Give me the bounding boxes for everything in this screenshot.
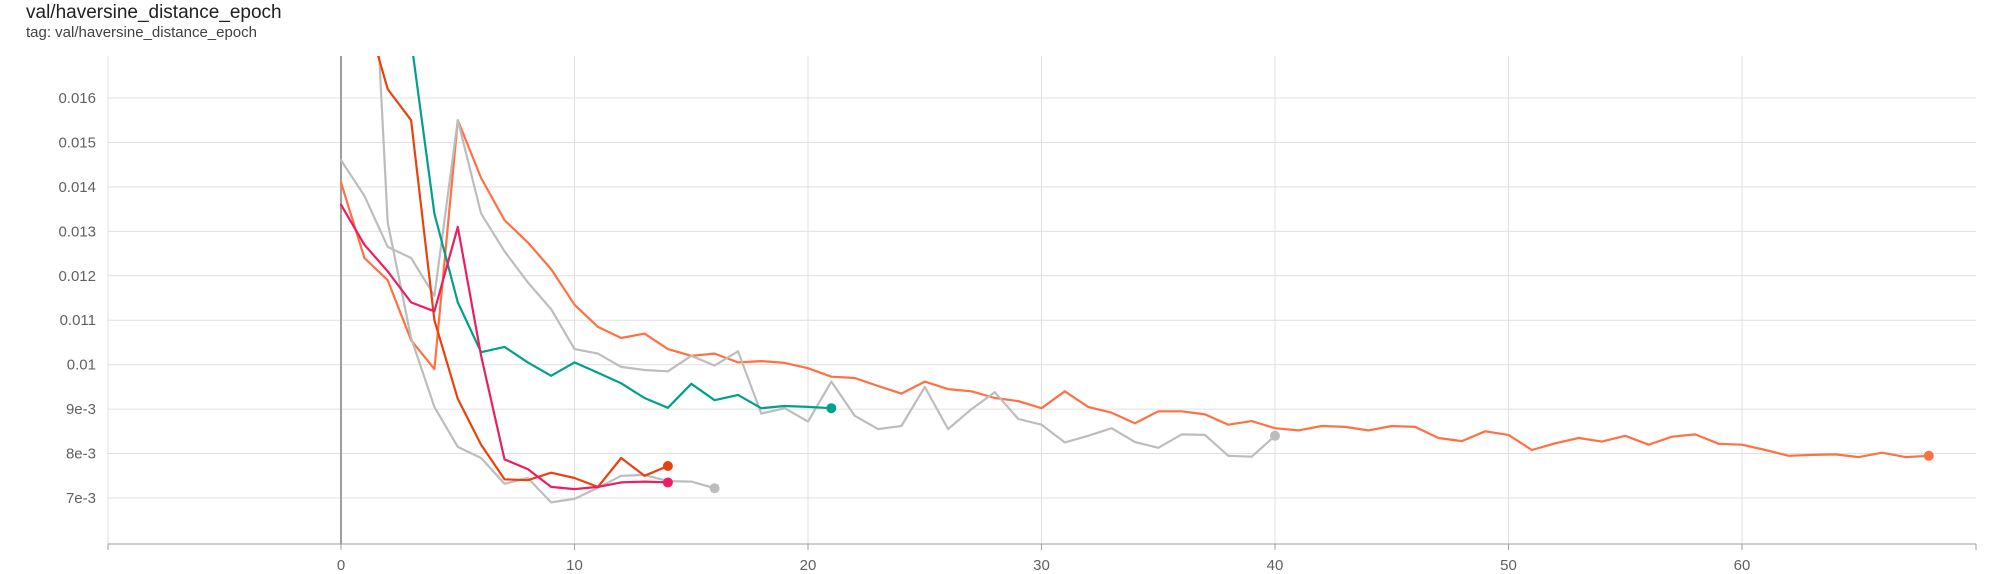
y-tick-label: 9e-3 — [66, 401, 96, 418]
series-1[interactable] — [339, 119, 1280, 458]
x-tick-label: 0 — [337, 557, 345, 574]
y-tick-label: 0.015 — [58, 134, 96, 151]
chart-grid — [107, 56, 1976, 544]
series-line-4[interactable] — [374, 40, 670, 488]
chart-title: val/haversine_distance_epoch — [26, 2, 282, 23]
x-tick-label: 20 — [800, 557, 817, 574]
x-tick-label: 10 — [566, 557, 583, 574]
series-3[interactable] — [378, 40, 720, 504]
series-end-point-0[interactable] — [1923, 450, 1934, 461]
series-4[interactable] — [374, 40, 673, 488]
x-tick-label: 30 — [1033, 557, 1050, 574]
x-tick-label: 50 — [1500, 557, 1517, 574]
series-end-point-5[interactable] — [662, 477, 673, 488]
x-tick-label: 40 — [1267, 557, 1284, 574]
y-tick-label: 0.012 — [58, 268, 96, 285]
y-tick-label: 0.01 — [67, 357, 96, 374]
series-line-3[interactable] — [378, 40, 716, 504]
series-0[interactable] — [339, 119, 1934, 461]
series-end-point-2[interactable] — [826, 403, 837, 414]
series-5[interactable] — [339, 203, 673, 491]
series-2[interactable] — [411, 40, 837, 414]
series-line-0[interactable] — [339, 119, 1930, 459]
chart-card-header: val/haversine_distance_epoch tag: val/ha… — [26, 2, 282, 42]
chart-series[interactable] — [339, 40, 1934, 504]
series-line-1[interactable] — [339, 119, 1277, 458]
y-tick-label: 0.014 — [58, 179, 96, 196]
y-tick-label: 7e-3 — [66, 490, 96, 507]
series-end-point-1[interactable] — [1270, 430, 1280, 441]
chart-tag: tag: val/haversine_distance_epoch — [26, 24, 257, 41]
series-line-2[interactable] — [411, 40, 833, 410]
y-tick-label: 0.013 — [58, 223, 96, 240]
y-tick-label: 0.011 — [60, 312, 96, 329]
y-tick-label: 0.016 — [58, 90, 96, 107]
series-end-point-4[interactable] — [662, 461, 673, 471]
series-end-point-3[interactable] — [709, 483, 720, 494]
x-tick-label: 60 — [1734, 557, 1751, 574]
chart-axes: 7e-3 8e-3 9e-3 0.01 0.011 0.012 0.013 0.014 0.01… — [58, 90, 1977, 574]
series-line-5[interactable] — [339, 203, 670, 491]
y-tick-label: 8e-3 — [66, 446, 96, 463]
